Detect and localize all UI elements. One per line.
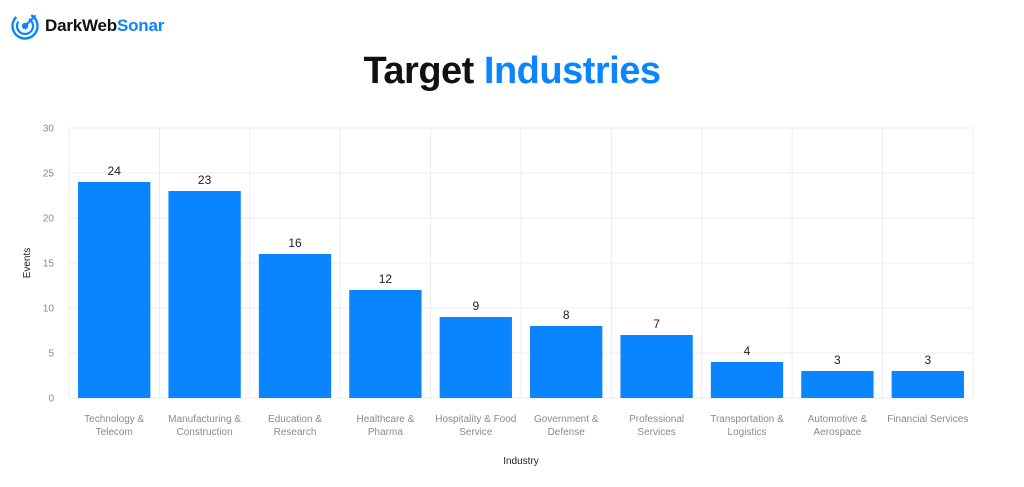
y-tick-label: 10 bbox=[43, 304, 55, 315]
x-tick-label: Technology & Telecom bbox=[84, 414, 144, 438]
bar-value-label: 3 bbox=[924, 353, 931, 367]
bar-value-label: 8 bbox=[563, 308, 570, 322]
bar-value-label: 7 bbox=[653, 317, 660, 331]
y-tick-label: 25 bbox=[43, 169, 55, 180]
x-tick-label: Transportation & Logistics bbox=[710, 414, 784, 438]
y-tick-label: 20 bbox=[43, 214, 55, 225]
bar-value-label: 3 bbox=[834, 353, 841, 367]
bar bbox=[349, 290, 422, 398]
chart-title-part1: Target bbox=[363, 50, 475, 92]
sonar-radar-icon bbox=[11, 12, 39, 40]
bar bbox=[891, 371, 964, 398]
brand-name: DarkWebSonar bbox=[45, 16, 164, 36]
bar-value-label: 24 bbox=[108, 164, 122, 178]
y-tick-label: 30 bbox=[43, 124, 55, 135]
bar bbox=[620, 335, 693, 398]
bar bbox=[710, 362, 784, 398]
bar bbox=[801, 371, 874, 398]
brand[interactable]: DarkWebSonar bbox=[10, 11, 164, 41]
bar bbox=[439, 317, 512, 398]
bar bbox=[168, 191, 241, 398]
x-tick-label: Education & Research bbox=[268, 414, 322, 438]
x-tick-label: Professional Services bbox=[629, 414, 684, 438]
brand-name-part1: DarkWeb bbox=[45, 16, 117, 35]
bar bbox=[78, 182, 151, 398]
y-tick-label: 5 bbox=[48, 349, 54, 360]
bar-value-label: 4 bbox=[744, 344, 751, 358]
x-tick-label: Automotive & Aerospace bbox=[808, 414, 868, 438]
x-tick-label: Financial Services bbox=[887, 414, 968, 425]
bar-value-label: 12 bbox=[379, 272, 393, 286]
chart-title-part2: Industries bbox=[483, 50, 661, 92]
brand-name-part2: Sonar bbox=[116, 16, 165, 35]
x-axis-title: Industry bbox=[503, 456, 539, 467]
bar bbox=[258, 254, 332, 398]
y-axis-title: Events bbox=[22, 248, 33, 279]
x-tick-label: Government & Defense bbox=[534, 414, 599, 438]
x-tick-label: Manufacturing & Construction bbox=[168, 414, 241, 438]
x-tick-label: Hospitality & Food Service bbox=[435, 414, 516, 438]
bar-value-label: 16 bbox=[288, 236, 302, 250]
chart-title: Target Industries bbox=[0, 50, 1024, 93]
x-tick-label: Healthcare & Pharma bbox=[356, 414, 414, 438]
y-tick-label: 0 bbox=[48, 394, 54, 405]
bar-value-label: 9 bbox=[472, 299, 479, 313]
y-tick-label: 15 bbox=[43, 259, 55, 270]
bar bbox=[530, 326, 603, 398]
bar-value-label: 23 bbox=[198, 173, 212, 187]
